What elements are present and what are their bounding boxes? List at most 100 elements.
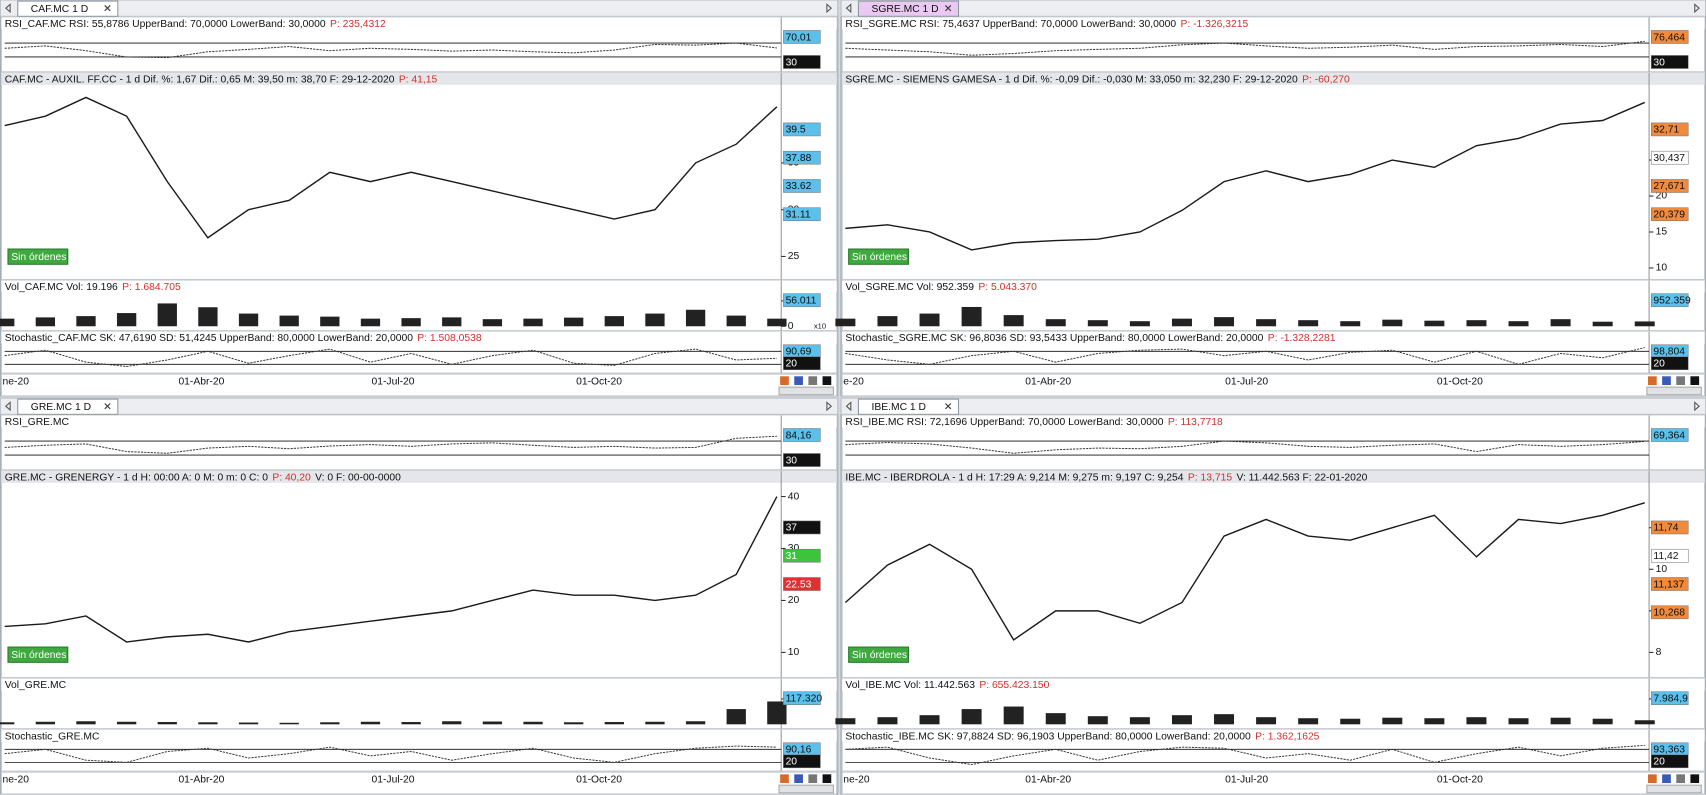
chart-window: CAF.MC 1 D RSI_CAF.MC RSI: 55,8786 UpperB… [0, 0, 839, 397]
axis-multiplier: x10 [814, 321, 826, 330]
toolbar-icon[interactable] [808, 774, 818, 784]
volume-bar [76, 721, 96, 725]
toolbar-icon[interactable] [780, 774, 789, 784]
tab[interactable] [17, 398, 119, 415]
volume-bar [1508, 718, 1529, 725]
volume-bar [1256, 319, 1277, 327]
scrollbar[interactable] [778, 784, 834, 794]
toolbar-icon[interactable] [794, 376, 803, 385]
toolbar-icon[interactable] [794, 774, 803, 784]
orders-button[interactable] [848, 646, 910, 663]
tab-close[interactable] [945, 403, 952, 410]
toolbar-icon[interactable] [822, 376, 832, 385]
header-text: P: 1.508,0538 [417, 333, 482, 344]
scroll-left-arrow[interactable] [4, 3, 11, 14]
header-text: P: 113,7718 [1168, 417, 1223, 428]
date-label: 01-Oct-20 [1437, 775, 1483, 786]
volume-bar [360, 318, 381, 327]
scrollbar[interactable] [778, 386, 834, 396]
volume-bar [1298, 718, 1319, 725]
volume-bar [1592, 718, 1613, 725]
toolbar-icon[interactable] [808, 376, 818, 385]
pane-header: RSI_GRE.MC [5, 417, 70, 428]
volume-bar [685, 309, 706, 327]
volume-bar [1129, 717, 1150, 725]
scroll-left-arrow[interactable] [845, 401, 852, 412]
value-badge-label: 39.5 [786, 125, 806, 136]
scroll-left-arrow[interactable] [4, 401, 11, 412]
header-text: P: 5.043.370 [978, 282, 1037, 293]
header-text: P: 40,20 [272, 472, 311, 483]
volume-bar [0, 318, 15, 327]
toolbar-icon[interactable] [1676, 376, 1685, 385]
scroll-right-arrow[interactable] [1694, 3, 1700, 14]
orders-button[interactable] [848, 248, 910, 265]
volume-bar [35, 317, 56, 327]
tab[interactable] [857, 0, 960, 17]
date-label: 01-Jul-20 [371, 775, 414, 786]
tab-close[interactable] [104, 403, 111, 410]
volume-bar [1340, 321, 1361, 327]
toolbar-icon[interactable] [1676, 774, 1685, 784]
y-tick-label: 40 [788, 491, 800, 502]
volume-bar [645, 313, 665, 327]
scroll-right-arrow[interactable] [826, 3, 833, 14]
volume-bar [401, 318, 421, 327]
pane [841, 72, 1706, 281]
value-badge-label: 20,379 [1653, 210, 1685, 221]
volume-bar [1382, 717, 1403, 725]
toolbar-icon[interactable] [1662, 376, 1671, 385]
toolbar-icon[interactable] [1690, 376, 1700, 385]
header-text: SGRE.MC - SIEMENS GAMESA - 1 d Dif. %: -… [845, 74, 1298, 85]
toolbar-icon[interactable] [1662, 774, 1671, 784]
toolbar-icon[interactable] [1648, 774, 1657, 784]
toolbar-icon[interactable] [822, 774, 832, 784]
volume-bar [961, 306, 982, 327]
orders-button[interactable] [7, 248, 69, 265]
price-line [4, 496, 778, 643]
tab-close[interactable] [945, 5, 952, 12]
value-badge-label: 76,464 [1653, 32, 1685, 43]
y-tick-label: 15 [1656, 227, 1668, 238]
volume-bar [360, 721, 381, 725]
tab[interactable] [857, 398, 960, 415]
pane-header-bar [842, 280, 1705, 293]
date-label: 01-Oct-20 [576, 376, 622, 387]
volume-bar [604, 722, 624, 725]
scroll-left-arrow[interactable] [845, 3, 852, 14]
toolbar-icon[interactable] [1690, 774, 1700, 784]
date-label: 01-Oct-20 [576, 775, 622, 786]
tab-close[interactable] [104, 5, 111, 12]
y-tick-label: 0 [788, 321, 794, 332]
header-text: Stochastic_GRE.MC [5, 731, 100, 742]
value-badge [783, 577, 821, 591]
value-badge-label: 20 [1653, 359, 1665, 370]
scrollbar[interactable] [1646, 386, 1702, 396]
scroll-right-arrow[interactable] [826, 401, 833, 412]
date-label: 01-Oct-20 [1437, 376, 1483, 387]
y-tick-label: 10 [1656, 564, 1668, 575]
tab-label: SGRE.MC 1 D [871, 4, 938, 15]
pane-header-bar [1, 678, 837, 691]
value-badge-label: 11,74 [1653, 523, 1678, 534]
header-text: Vol_CAF.MC Vol: 19.196 [5, 282, 118, 293]
volume-bar [1592, 321, 1613, 327]
oscillator-line [845, 40, 1645, 56]
tab[interactable] [17, 0, 119, 17]
toolbar-icon[interactable] [1648, 376, 1657, 385]
value-badge [1650, 122, 1689, 137]
pane-header-bar [1, 729, 837, 742]
orders-button[interactable] [7, 646, 69, 663]
volume-bar [1298, 320, 1319, 327]
date-label: 01-Jul-20 [371, 376, 414, 387]
scroll-right-arrow[interactable] [1694, 401, 1700, 412]
oscillator-line [845, 347, 1645, 365]
orders-label: Sin órdenes [852, 650, 907, 661]
value-badge-label: 22.53 [786, 579, 812, 590]
volume-bar [877, 717, 898, 725]
value-badge-label: 31.11 [786, 210, 811, 221]
date-label: 01-Abr-20 [178, 376, 224, 387]
toolbar-icon[interactable] [780, 376, 789, 385]
pane-header-bar [842, 415, 1705, 428]
scrollbar[interactable] [1646, 784, 1702, 794]
